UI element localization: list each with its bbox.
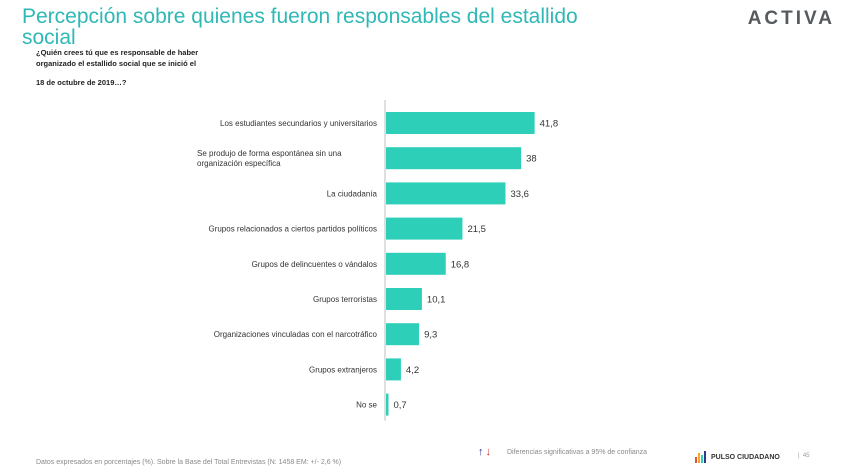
bar-3	[386, 217, 463, 240]
page-title: Percepción sobre quienes fueron responsa…	[22, 5, 578, 49]
category-label-5: Grupos terroristas	[313, 295, 377, 304]
category-label-2: La ciudadanía	[327, 189, 378, 198]
arrow-down-icon: ↓	[485, 446, 492, 458]
question-line-2: organizado el estallido social que se in…	[36, 59, 197, 68]
value-label-5: 10,1	[427, 295, 446, 306]
bar-5	[386, 288, 422, 310]
bar-6	[386, 323, 420, 346]
bar-2	[386, 182, 506, 205]
survey-question: ¿Quién crees tú que es responsable de ha…	[36, 47, 266, 88]
category-label-4: Grupos de delincuentes o vándalos	[252, 260, 377, 269]
pulso-ciudadano-logo: PULSO CIUDADANO	[695, 451, 780, 463]
value-label-4: 16,8	[451, 259, 470, 270]
legend-text: Diferencias significativas a 95% de conf…	[507, 448, 648, 456]
category-label-3: Grupos relacionados a ciertos partidos p…	[208, 225, 377, 234]
brand-name: PULSO CIUDADANO	[711, 453, 780, 461]
value-label-1: 38	[526, 154, 537, 165]
activa-logo: ACTIVA	[747, 8, 835, 29]
bar-1	[386, 147, 522, 170]
value-label-0: 41,8	[540, 119, 559, 130]
page-number: | 45	[798, 453, 810, 459]
question-line-3: 18 de octubre de 2019…?	[36, 78, 127, 87]
value-label-3: 21,5	[467, 224, 486, 235]
chart-marks: 41,8 Los estudiantes secundarios y univer…	[197, 112, 558, 416]
category-label-0: Los estudiantes secundarios y universita…	[220, 119, 377, 128]
value-label-7: 4,2	[406, 365, 419, 376]
bar-8	[386, 393, 389, 416]
page-separator: |	[798, 453, 800, 459]
value-label-2: 33,6	[510, 189, 529, 200]
brand-bars-icon	[695, 451, 707, 463]
footer-note: Datos expresados en porcentajes (%). Sob…	[36, 459, 342, 466]
bar-chart: 41,8 Los estudiantes secundarios y univer…	[197, 100, 558, 421]
arrow-up-icon: ↑	[478, 446, 484, 458]
page-number-value: 45	[802, 453, 810, 459]
category-label-1: Se produjo de forma espontánea sin una or…	[197, 149, 342, 168]
significance-legend: ↑ ↓ Diferencias significativas a 95% de …	[478, 446, 647, 458]
category-label-8: No se	[356, 401, 377, 410]
bar-4	[386, 252, 446, 275]
category-label-7: Grupos extranjeros	[309, 365, 377, 374]
bar-0	[386, 112, 535, 134]
value-label-6: 9,3	[424, 330, 437, 341]
bar-7	[386, 358, 401, 381]
category-label-6: Organizaciones vinculadas con el narcotr…	[214, 330, 378, 339]
question-line-1: ¿Quién crees tú que es responsable de ha…	[36, 48, 199, 57]
value-label-8: 0,7	[393, 400, 406, 411]
